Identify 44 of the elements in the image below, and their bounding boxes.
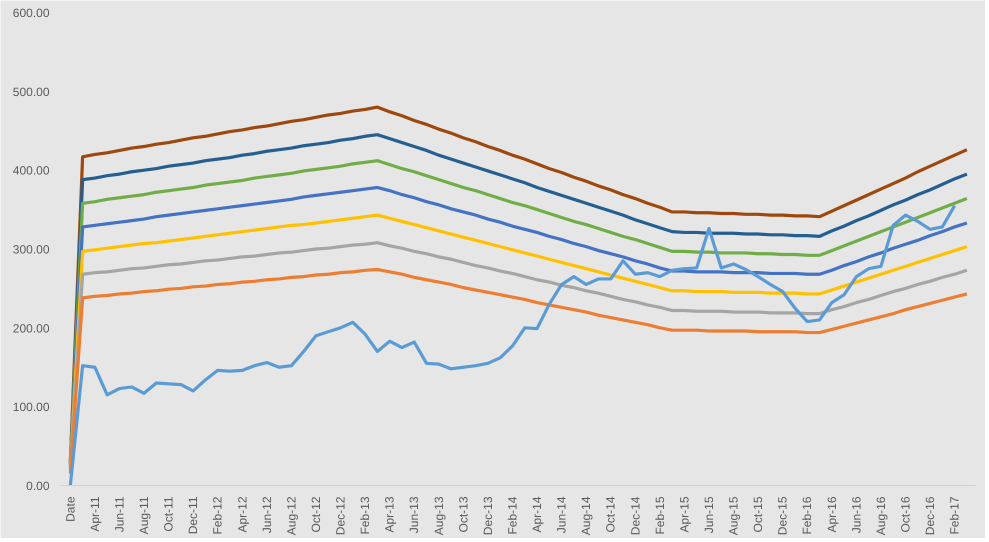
x-tick-label: Dec-14 bbox=[628, 496, 642, 536]
y-tick-label: 500.00 bbox=[12, 84, 50, 99]
x-tick-label: Feb-13 bbox=[358, 496, 372, 535]
x-tick-label: Aug-16 bbox=[874, 496, 888, 536]
x-tick-label: Apr-16 bbox=[824, 496, 839, 533]
x-tick-label: Oct-13 bbox=[456, 496, 470, 533]
x-tick-label: Jun-12 bbox=[260, 496, 274, 534]
y-tick-label: 400.00 bbox=[12, 164, 50, 178]
x-tick-label: Oct-11 bbox=[162, 496, 176, 532]
x-tick-label: Feb-17 bbox=[948, 496, 962, 535]
x-tick-label: Aug-13 bbox=[432, 496, 446, 536]
x-tick-label: Feb-16 bbox=[800, 496, 814, 535]
y-tick-label: 200.00 bbox=[12, 321, 50, 336]
x-tick-label: Dec-15 bbox=[776, 496, 790, 536]
x-tick-label: Feb-15 bbox=[652, 496, 667, 535]
x-tick-label: Aug-15 bbox=[726, 496, 741, 536]
x-tick-label: Apr-13 bbox=[382, 496, 397, 533]
y-tick-label: 600.00 bbox=[12, 6, 50, 20]
x-tick-label: Feb-12 bbox=[210, 496, 225, 535]
y-tick-label: 300.00 bbox=[12, 242, 50, 256]
x-tick-label: Apr-11 bbox=[88, 496, 102, 532]
x-tick-label: Jun-11 bbox=[112, 496, 126, 532]
y-tick-label: 0.00 bbox=[26, 479, 50, 493]
x-tick-label: Jun-15 bbox=[702, 496, 716, 534]
x-tick-label: Aug-12 bbox=[284, 496, 298, 536]
x-tick-label: Jun-14 bbox=[554, 496, 569, 534]
y-tick-label: 100.00 bbox=[12, 400, 50, 414]
x-tick-label: Date bbox=[63, 496, 78, 522]
x-tick-label: Apr-15 bbox=[677, 496, 692, 533]
x-tick-label: Dec-16 bbox=[923, 496, 938, 536]
x-tick-label: Oct-14 bbox=[604, 496, 618, 533]
x-tick-label: Oct-15 bbox=[751, 496, 766, 533]
x-tick-label: Aug-11 bbox=[137, 496, 152, 534]
x-tick-label: Aug-14 bbox=[579, 496, 594, 536]
x-tick-label: Dec-12 bbox=[334, 496, 348, 536]
x-tick-label: Apr-14 bbox=[530, 496, 544, 533]
x-tick-label: Apr-12 bbox=[235, 496, 250, 533]
x-tick-label: Dec-13 bbox=[480, 496, 495, 536]
x-tick-label: Feb-14 bbox=[505, 496, 520, 535]
x-tick-label: Oct-12 bbox=[308, 496, 323, 533]
x-tick-label: Oct-16 bbox=[898, 496, 912, 533]
x-tick-label: Dec-11 bbox=[186, 496, 200, 534]
x-tick-label: Jun-16 bbox=[849, 496, 864, 534]
x-tick-label: Jun-13 bbox=[407, 496, 422, 534]
